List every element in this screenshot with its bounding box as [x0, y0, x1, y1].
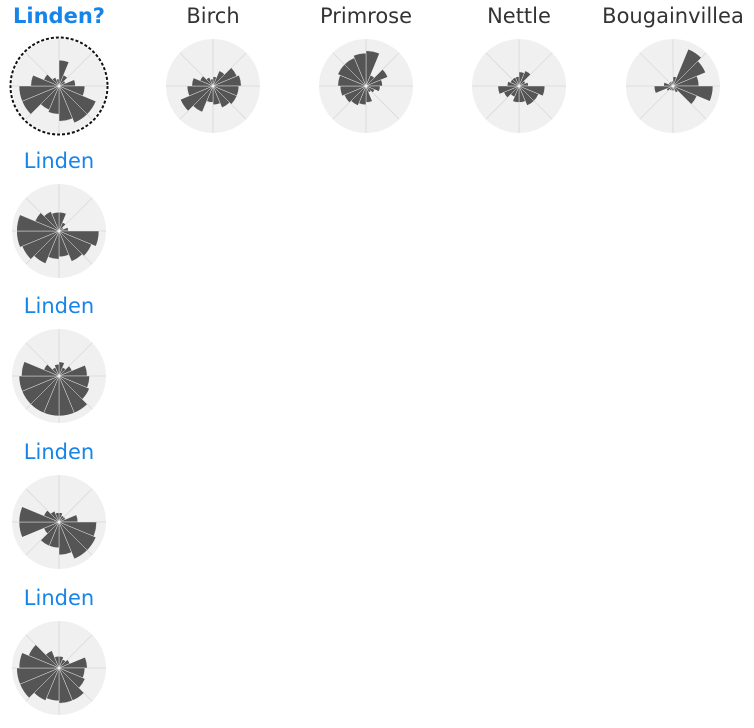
rose-wedge [365, 50, 380, 87]
rose-wedge [43, 211, 60, 232]
rose-grid-line [639, 52, 674, 87]
rose-wedge [58, 74, 68, 87]
rose-wedge [212, 74, 242, 87]
rose-wedge [47, 85, 60, 115]
rose-wedge [45, 650, 60, 669]
rose-wedge [186, 85, 214, 97]
rose-svg [472, 39, 566, 133]
rose-wedge [212, 85, 230, 108]
rose-svg [12, 621, 106, 715]
rose-wedge [58, 521, 72, 556]
rose-wedge [18, 652, 60, 669]
candidate-label-nettle: Nettle [487, 4, 551, 28]
rose-wedge [43, 364, 60, 377]
rose-wedge [51, 211, 60, 232]
rose-wedge [55, 512, 60, 523]
rose-wedge [30, 74, 60, 87]
rose-wedge [54, 364, 60, 377]
rose-wedge [518, 85, 535, 106]
rose-wedge [16, 667, 60, 685]
rose-wedge [58, 230, 92, 257]
candidate-label-primrose: Primrose [319, 4, 413, 28]
rose-wedge [365, 85, 375, 93]
rose-wedge [212, 85, 238, 105]
rose-svg [12, 329, 106, 423]
rose-wedge [58, 656, 88, 669]
example-rose-4 [9, 618, 109, 718]
rose-wedge [52, 77, 60, 87]
rose-wedge [180, 85, 214, 112]
rose-wedge [58, 521, 88, 560]
rose-wedge [353, 52, 367, 87]
rose-wedge [43, 74, 60, 87]
candidate-rose-primrose[interactable] [316, 36, 416, 136]
example-label-2: Linden [23, 294, 95, 318]
rose-wedge [58, 230, 100, 247]
rose-wedge [34, 212, 60, 232]
example-rose-3 [9, 472, 109, 572]
candidate-rose-birch[interactable] [163, 36, 263, 136]
rose-grid-line [639, 85, 674, 120]
rose-wedge [497, 85, 520, 95]
rose-wedge [672, 85, 679, 93]
rose-svg [166, 39, 260, 133]
example-rose-1 [9, 181, 109, 281]
rose-grid-line [58, 488, 93, 523]
rose-wedge [43, 510, 60, 523]
rose-wedge [50, 510, 60, 523]
example-label-1: Linden [23, 149, 95, 173]
rose-svg [12, 475, 106, 569]
query-highlight-ring [9, 36, 109, 136]
rose-svg [626, 39, 720, 133]
rose-wedge [18, 506, 60, 523]
query-rose[interactable] [9, 36, 109, 136]
rose-wedge [28, 644, 60, 669]
rose-wedge [58, 667, 73, 704]
rose-wedge [672, 85, 698, 105]
rose-wedge [672, 60, 706, 87]
query-label: Linden? [13, 4, 105, 28]
candidate-label-bougainvillea: Bougainvillea [602, 4, 744, 28]
rose-wedge [58, 85, 73, 122]
rose-wedge [58, 85, 88, 124]
rose-wedge [21, 361, 60, 377]
rose-wedge [18, 375, 60, 392]
rose-wedge [672, 85, 714, 102]
rose-wedge [672, 48, 702, 87]
rose-svg [319, 39, 413, 133]
rose-wedge [212, 85, 221, 106]
rose-wedge [18, 85, 60, 102]
rose-wedge [518, 70, 531, 87]
rose-wedge [365, 79, 383, 87]
rose-wedge [58, 222, 66, 232]
candidate-rose-bougainvillea[interactable] [623, 36, 723, 136]
example-label-4: Linden [23, 586, 95, 610]
rose-wedge [199, 75, 214, 87]
rose-wedge [40, 521, 60, 547]
rose-wedge [210, 78, 214, 87]
rose-svg [9, 36, 109, 136]
rose-wedge [653, 85, 674, 94]
candidate-rose-nettle[interactable] [469, 36, 569, 136]
rose-wedge [515, 76, 520, 87]
example-label-3: Linden [23, 440, 95, 464]
rose-wedge [58, 230, 83, 262]
rose-wedge [16, 214, 60, 232]
rose-wedge [54, 656, 60, 669]
rose-wedge [56, 78, 60, 87]
example-rose-2 [9, 326, 109, 426]
rose-wedge [206, 77, 214, 87]
rose-svg [12, 184, 106, 278]
rose-wedge [670, 81, 674, 87]
rose-wedge [365, 69, 388, 87]
candidate-label-birch: Birch [186, 4, 240, 28]
